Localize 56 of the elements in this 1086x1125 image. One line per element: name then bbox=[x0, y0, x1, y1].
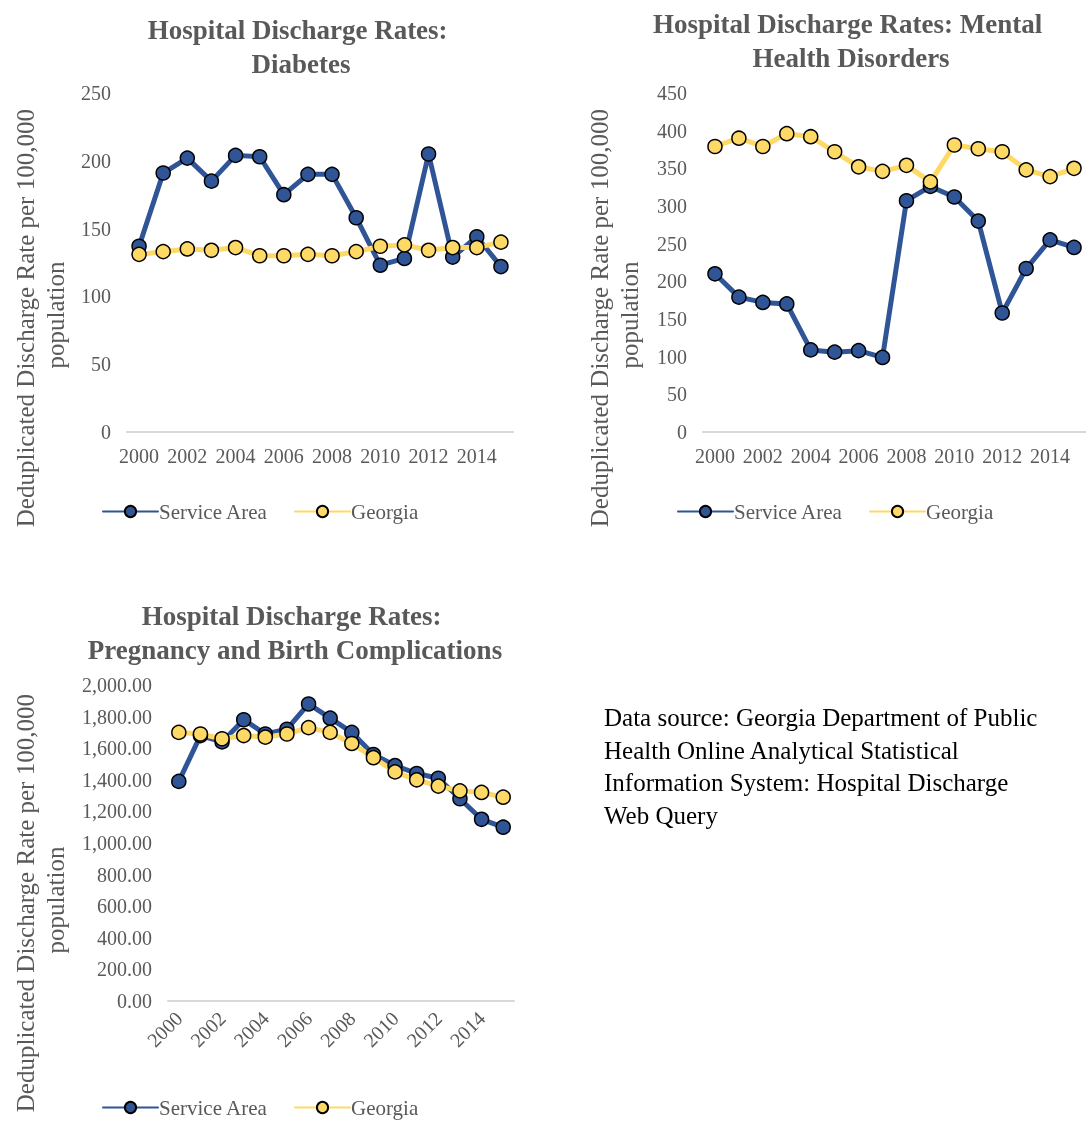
legend-label: Service Area bbox=[159, 499, 268, 524]
y-tick-label: 200 bbox=[657, 270, 687, 293]
y-tick-label: 50 bbox=[91, 353, 111, 376]
chart-title: Hospital Discharge Rates: Diabetes bbox=[147, 15, 455, 79]
y-tick-label: 1,000.00 bbox=[82, 832, 152, 854]
x-tick-label: 2006 bbox=[838, 445, 879, 467]
y-tick-label: 1,400.00 bbox=[82, 768, 152, 791]
y-axis-title: Deduplicated Discharge Rate per 100,000 population bbox=[11, 102, 69, 528]
legend-label: Georgia bbox=[926, 499, 994, 524]
y-tick-label: 150 bbox=[81, 217, 111, 240]
x-tick-label: 2014 bbox=[456, 445, 497, 467]
x-tick-label: 2008 bbox=[886, 445, 927, 467]
chart-title: Hospital Discharge Rates: Mental Health Disorders bbox=[653, 9, 1049, 73]
y-tick-label: 800.00 bbox=[97, 863, 152, 886]
legend-label: Service Area bbox=[159, 1095, 268, 1120]
x-tick-label: 2010 bbox=[360, 445, 401, 467]
y-tick-label: 600.00 bbox=[97, 895, 152, 918]
y-tick-label: 200 bbox=[81, 149, 111, 172]
x-tick-label: 2002 bbox=[167, 445, 208, 467]
y-tick-label: 0 bbox=[101, 421, 111, 443]
y-tick-label: 150 bbox=[657, 308, 687, 330]
y-tick-label: 1,600.00 bbox=[82, 737, 152, 760]
y-tick-label: 250 bbox=[81, 82, 111, 104]
x-tick-label: 2004 bbox=[215, 445, 256, 467]
source-note: Data source: Georgia Department of Public Health Online Analytical Statistical Information System: Hospital Discharge Web Query bbox=[604, 703, 1039, 831]
y-axis-title: Deduplicated Discharge Rate per 100,000 population bbox=[585, 102, 643, 528]
y-tick-label: 0 bbox=[677, 421, 687, 443]
x-tick-label: 2002 bbox=[742, 445, 783, 467]
y-axis-title: Deduplicated Discharge Rate per 100,000 population bbox=[11, 687, 69, 1113]
x-tick-label: 2004 bbox=[790, 445, 831, 467]
x-tick-label: 2012 bbox=[982, 445, 1023, 467]
x-tick-label: 2006 bbox=[263, 445, 304, 467]
x-tick-label: 2000 bbox=[694, 445, 735, 467]
x-tick-label: 2014 bbox=[1030, 445, 1071, 467]
y-tick-label: 400 bbox=[657, 119, 687, 142]
legend-label: Service Area bbox=[734, 499, 843, 524]
x-tick-label: 2012 bbox=[408, 445, 449, 467]
y-tick-label: 2,000.00 bbox=[82, 674, 152, 696]
chart-title: Hospital Discharge Rates: Pregnancy and Birth Complications bbox=[87, 601, 503, 665]
y-tick-label: 50 bbox=[667, 383, 687, 406]
y-tick-label: 1,200.00 bbox=[82, 800, 152, 823]
legend-label: Georgia bbox=[351, 1095, 419, 1120]
y-tick-label: 0.00 bbox=[117, 990, 152, 1012]
y-tick-label: 1,800.00 bbox=[82, 705, 152, 728]
x-tick-label: 2008 bbox=[312, 445, 353, 467]
y-tick-label: 100 bbox=[81, 285, 111, 308]
y-tick-label: 100 bbox=[657, 345, 687, 368]
y-tick-label: 450 bbox=[657, 82, 687, 104]
y-tick-label: 350 bbox=[657, 157, 687, 180]
x-tick-label: 2010 bbox=[934, 445, 975, 467]
y-tick-label: 250 bbox=[657, 232, 687, 255]
legend-label: Georgia bbox=[351, 499, 419, 524]
y-tick-label: 200.00 bbox=[97, 958, 152, 981]
x-tick-label: 2000 bbox=[119, 445, 160, 467]
y-tick-label: 400.00 bbox=[97, 926, 152, 949]
y-tick-label: 300 bbox=[657, 195, 687, 217]
